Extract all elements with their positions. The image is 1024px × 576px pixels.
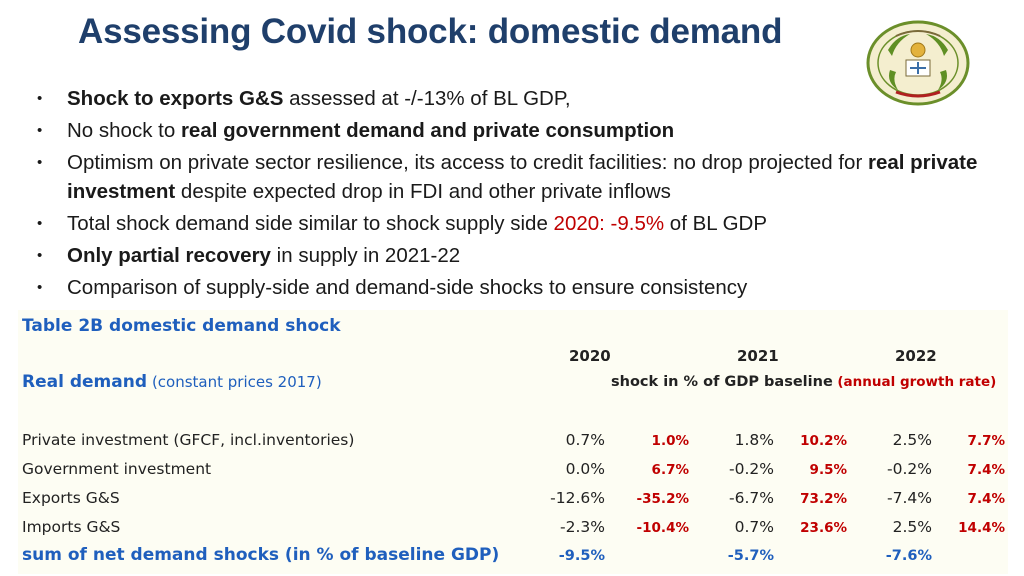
cell-growth-2020: -35.2% <box>636 491 689 507</box>
cell-shock-2022: 2.5% <box>892 518 932 536</box>
cell-shock-2020: 0.7% <box>565 431 605 449</box>
bullet-comparison: Comparison of supply-side and demand-sid… <box>0 273 1007 302</box>
total-shock-2020: -9.5% <box>558 548 605 564</box>
bullet-list: Shock to exports G&S assessed at -/-13% … <box>0 84 1007 305</box>
demand-shock-table: Table 2B domestic demand shock 2020 2021… <box>18 310 1008 574</box>
cell-growth-2020: 6.7% <box>651 462 689 478</box>
year-2022-header: 2022 <box>895 347 937 365</box>
cell-shock-2020: 0.0% <box>565 460 605 478</box>
cell-shock-2022: -0.2% <box>887 460 932 478</box>
cell-growth-2022: 7.4% <box>967 462 1005 478</box>
row-label-government-investment: Government investment <box>22 460 212 478</box>
cell-shock-2020: -12.6% <box>550 489 605 507</box>
row-label-exports: Exports G&S <box>22 489 120 507</box>
page-title: Assessing Covid shock: domestic demand <box>78 12 783 51</box>
cell-growth-2022: 7.4% <box>967 491 1005 507</box>
bullet-no-shock: No shock to real government demand and p… <box>0 116 1007 145</box>
cell-growth-2020: -10.4% <box>636 520 689 536</box>
year-2021-header: 2021 <box>737 347 779 365</box>
cell-shock-2020: -2.3% <box>560 518 605 536</box>
cell-growth-2021: 23.6% <box>800 520 847 536</box>
real-demand-label: Real demand <box>22 372 147 392</box>
bullet-partial-recovery: Only partial recovery in supply in 2021-… <box>0 241 1007 270</box>
cell-growth-2022: 7.7% <box>967 433 1005 449</box>
year-2020-header: 2020 <box>569 347 611 365</box>
cell-shock-2021: 0.7% <box>734 518 774 536</box>
real-demand-note: (constant prices 2017) <box>151 373 322 391</box>
bullet-optimism: Optimism on private sector resilience, i… <box>0 148 1007 206</box>
total-shock-2021: -5.7% <box>727 548 774 564</box>
growth-rate-label: (annual growth rate) <box>837 374 997 390</box>
real-demand-subheader: Real demand (constant prices 2017) <box>22 372 322 392</box>
cell-shock-2021: 1.8% <box>734 431 774 449</box>
cell-growth-2022: 14.4% <box>958 520 1005 536</box>
cell-shock-2021: -6.7% <box>729 489 774 507</box>
cell-growth-2021: 73.2% <box>800 491 847 507</box>
cell-growth-2021: 10.2% <box>800 433 847 449</box>
cell-shock-2021: -0.2% <box>729 460 774 478</box>
shock-label: shock in % of GDP baseline <box>611 374 833 390</box>
cell-shock-2022: -7.4% <box>887 489 932 507</box>
bullet-total-shock: Total shock demand side similar to shock… <box>0 209 1007 238</box>
row-label-private-investment: Private investment (GFCF, incl.inventori… <box>22 431 355 449</box>
total-shock-2022: -7.6% <box>885 548 932 564</box>
cell-growth-2021: 9.5% <box>809 462 847 478</box>
shock-units-header: shock in % of GDP baseline (annual growt… <box>611 374 996 390</box>
table-caption: Table 2B domestic demand shock <box>22 316 341 336</box>
cell-shock-2022: 2.5% <box>892 431 932 449</box>
row-label-imports: Imports G&S <box>22 518 121 536</box>
total-row-label: sum of net demand shocks (in % of baseli… <box>22 545 500 565</box>
bullet-exports-shock: Shock to exports G&S assessed at -/-13% … <box>0 84 1007 113</box>
cell-growth-2020: 1.0% <box>651 433 689 449</box>
